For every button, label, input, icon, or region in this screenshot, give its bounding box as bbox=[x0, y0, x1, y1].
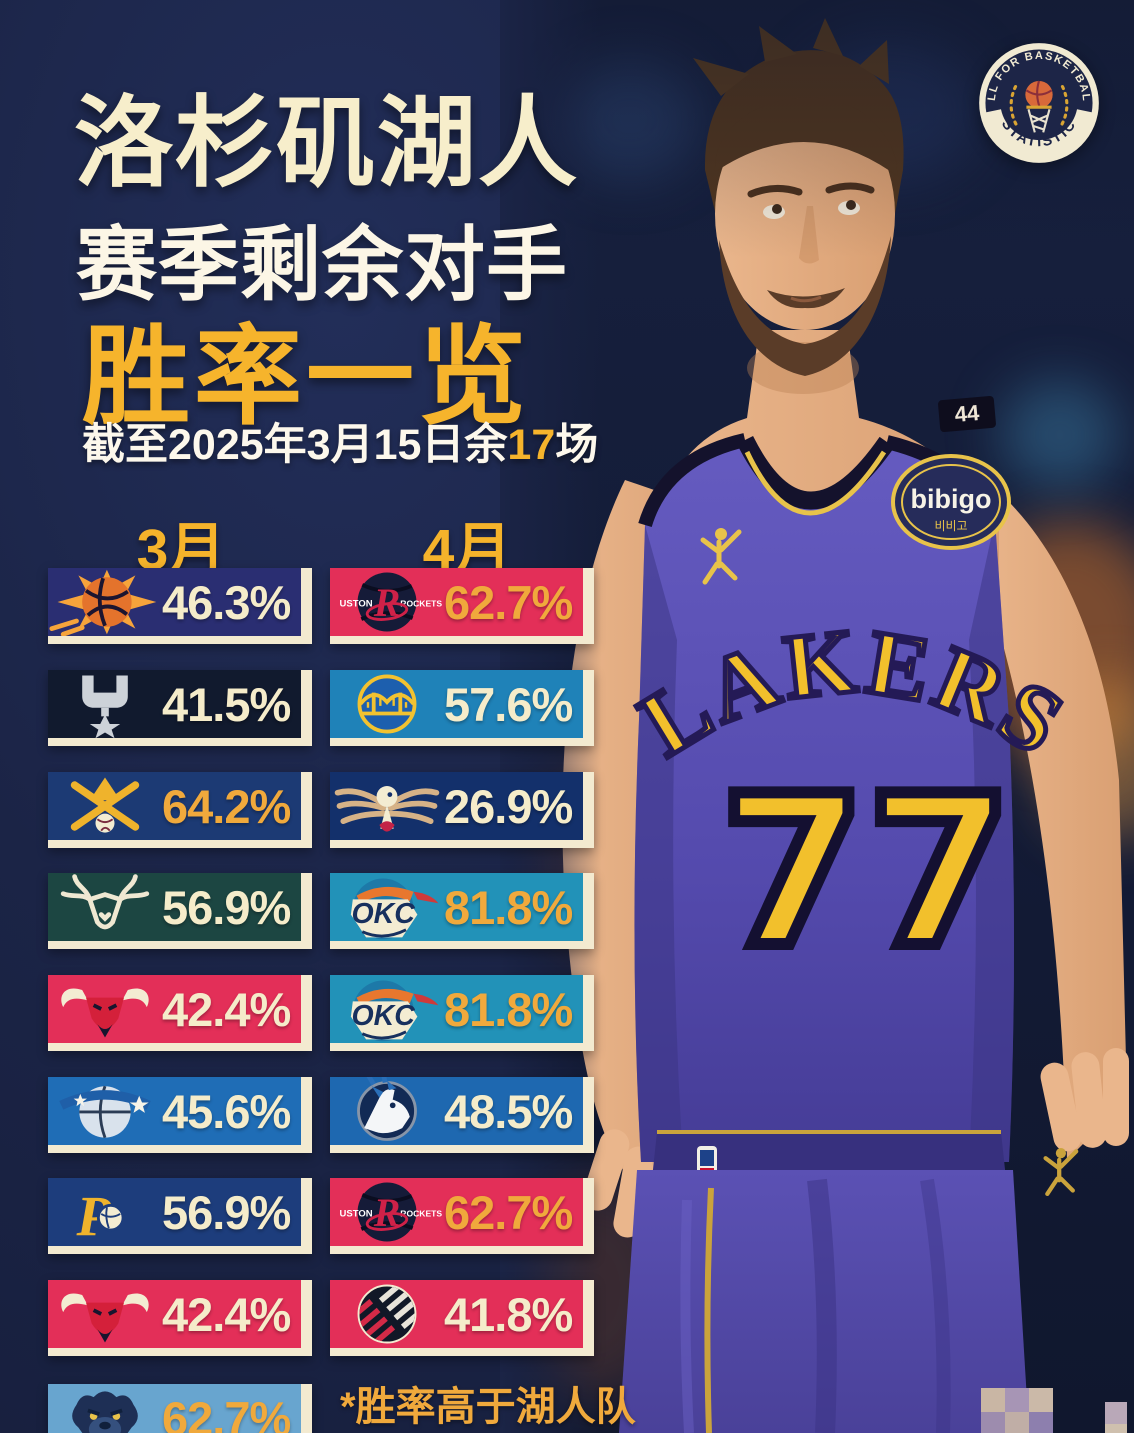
title-line-2: 赛季剩余对手 bbox=[76, 221, 569, 311]
april-row-7-rockets: USTON ROCKETS R 62.7% bbox=[330, 1178, 594, 1254]
march-row-3-nuggets: 64.2% bbox=[48, 772, 312, 848]
april-row-4-thunder: OKC 81.8% bbox=[330, 873, 594, 949]
win-pct: 62.7% bbox=[444, 1185, 573, 1239]
win-pct: 57.6% bbox=[444, 677, 573, 731]
win-pct: 48.5% bbox=[444, 1084, 573, 1138]
march-row-4-bucks: 56.9% bbox=[48, 873, 312, 949]
win-pct: 81.8% bbox=[444, 880, 573, 934]
win-pct: 26.9% bbox=[444, 779, 573, 833]
win-pct: 41.5% bbox=[162, 677, 291, 731]
march-row-9-grizzlies: 62.7% bbox=[48, 1384, 312, 1433]
svg-text:USTON: USTON bbox=[340, 1209, 373, 1220]
thunder-logo: OKC bbox=[330, 873, 444, 941]
title-line-3: 胜率一览 bbox=[82, 316, 531, 437]
grizzlies-logo bbox=[48, 1384, 162, 1433]
bulls-logo bbox=[48, 1280, 162, 1348]
march-row-1-suns: 46.3% bbox=[48, 568, 312, 644]
bulls-logo bbox=[48, 975, 162, 1043]
win-pct: 56.9% bbox=[162, 880, 291, 934]
win-pct: 62.7% bbox=[162, 1391, 291, 1433]
rockets-logo: USTON ROCKETS R bbox=[330, 568, 444, 636]
magic-logo bbox=[48, 1077, 162, 1145]
svg-text:OKC: OKC bbox=[352, 1000, 416, 1032]
win-pct: 64.2% bbox=[162, 779, 291, 833]
spurs-logo bbox=[48, 670, 162, 738]
svg-text:ROCKETS: ROCKETS bbox=[400, 599, 442, 609]
win-pct: 41.8% bbox=[444, 1287, 573, 1341]
footnote-above-lakers: *胜率高于湖人队 bbox=[340, 1385, 636, 1429]
win-pct: 42.4% bbox=[162, 1287, 291, 1341]
warriors-logo bbox=[330, 670, 444, 738]
win-pct: 46.3% bbox=[162, 575, 291, 629]
march-row-7-pacers: P 56.9% bbox=[48, 1178, 312, 1254]
subtitle-suffix: 场 bbox=[555, 421, 599, 469]
april-row-3-pelicans: 26.9% bbox=[330, 772, 594, 848]
player-photo: 44 bibigo 비비고 LAKERS 77 bbox=[500, 0, 1134, 1433]
april-row-8-blazers: 41.8% bbox=[330, 1280, 594, 1356]
nuggets-logo bbox=[48, 772, 162, 840]
pacers-logo: P bbox=[48, 1178, 162, 1246]
subtitle-prefix: 截至2025年3月15日余 bbox=[82, 421, 508, 469]
blazers-logo bbox=[330, 1280, 444, 1348]
mavericks-logo bbox=[330, 1077, 444, 1145]
bucks-logo bbox=[48, 873, 162, 941]
april-row-2-warriors: 57.6% bbox=[330, 670, 594, 746]
win-pct: 42.4% bbox=[162, 982, 291, 1036]
subtitle: 截至2025年3月15日余17场 bbox=[82, 410, 598, 472]
april-row-6-mavericks: 48.5% bbox=[330, 1077, 594, 1153]
svg-text:USTON: USTON bbox=[340, 599, 373, 610]
footnote-below-lakers: *胜率低于湖人队 bbox=[340, 1426, 636, 1433]
win-pct: 56.9% bbox=[162, 1185, 291, 1239]
win-pct: 45.6% bbox=[162, 1084, 291, 1138]
march-row-8-bulls: 42.4% bbox=[48, 1280, 312, 1356]
games-remaining: 17 bbox=[507, 421, 556, 469]
march-row-2-spurs: 41.5% bbox=[48, 670, 312, 746]
svg-text:ROCKETS: ROCKETS bbox=[400, 1209, 442, 1219]
brand-badge: ALL FOR BASKETBALL STATISTIC bbox=[976, 40, 1099, 163]
april-row-5-thunder: OKC 81.8% bbox=[330, 975, 594, 1051]
win-pct: 81.8% bbox=[444, 982, 573, 1036]
pelicans-logo bbox=[330, 772, 444, 840]
net-icon bbox=[1027, 109, 1051, 133]
thunder-logo: OKC bbox=[330, 975, 444, 1043]
win-pct: 62.7% bbox=[444, 575, 573, 629]
suns-logo bbox=[48, 568, 162, 636]
april-row-1-rockets: USTON ROCKETS R 62.7% bbox=[330, 568, 594, 644]
rockets-logo: USTON ROCKETS R bbox=[330, 1178, 444, 1246]
title-line-1: 洛杉矶湖人 bbox=[74, 87, 579, 198]
march-row-5-bulls: 42.4% bbox=[48, 975, 312, 1051]
march-row-6-magic: 45.6% bbox=[48, 1077, 312, 1153]
photo-fade bbox=[500, 0, 1134, 1433]
svg-text:OKC: OKC bbox=[352, 898, 416, 930]
